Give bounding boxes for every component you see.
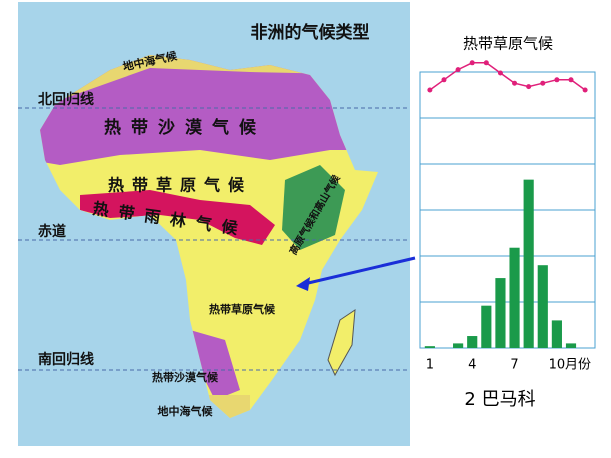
chart-title: 热带草原气候 [463, 35, 553, 53]
point [455, 67, 461, 73]
point [483, 60, 489, 66]
bar [424, 346, 435, 348]
bar [481, 305, 492, 348]
point [427, 87, 433, 93]
point [568, 77, 574, 83]
map-label: 地中海气候 [158, 404, 214, 418]
point [554, 77, 560, 83]
point [469, 60, 475, 66]
map-label: 热带草原气候 [209, 302, 276, 316]
madagascar [327, 309, 356, 377]
x-axis-label: 月份 [565, 358, 591, 373]
bar [551, 320, 562, 348]
rainforest-region [80, 190, 275, 245]
chart-caption: 2 巴马科 [464, 389, 535, 410]
map-label: 南回归线 [38, 351, 94, 368]
bar [495, 278, 506, 348]
point [497, 70, 503, 76]
bar [453, 343, 464, 348]
point [540, 80, 546, 86]
x-tick-label: 10 [549, 358, 566, 373]
x-tick-label: 7 [510, 358, 518, 373]
x-tick-label: 1 [426, 358, 434, 373]
bar [537, 265, 548, 348]
point [441, 77, 447, 83]
arrow [303, 256, 416, 286]
map-label: 热带草原气候 [108, 176, 252, 195]
line [429, 62, 586, 91]
map-label: 赤道 [38, 223, 66, 240]
point [526, 84, 532, 90]
desert-south-region [190, 330, 240, 400]
map-label: 北回归线 [38, 91, 94, 108]
bar [509, 247, 520, 348]
point [512, 80, 518, 86]
bar [565, 343, 577, 348]
highland-region [282, 165, 345, 250]
map-label: 热带沙漠气候 [104, 117, 266, 138]
map-label: 热带沙漠气候 [152, 370, 219, 384]
point [582, 87, 588, 93]
bar [523, 179, 534, 348]
x-tick-label: 4 [468, 358, 476, 373]
map-title: 非洲的气候类型 [251, 22, 370, 43]
bar [467, 336, 478, 348]
arrow-head [296, 277, 310, 291]
